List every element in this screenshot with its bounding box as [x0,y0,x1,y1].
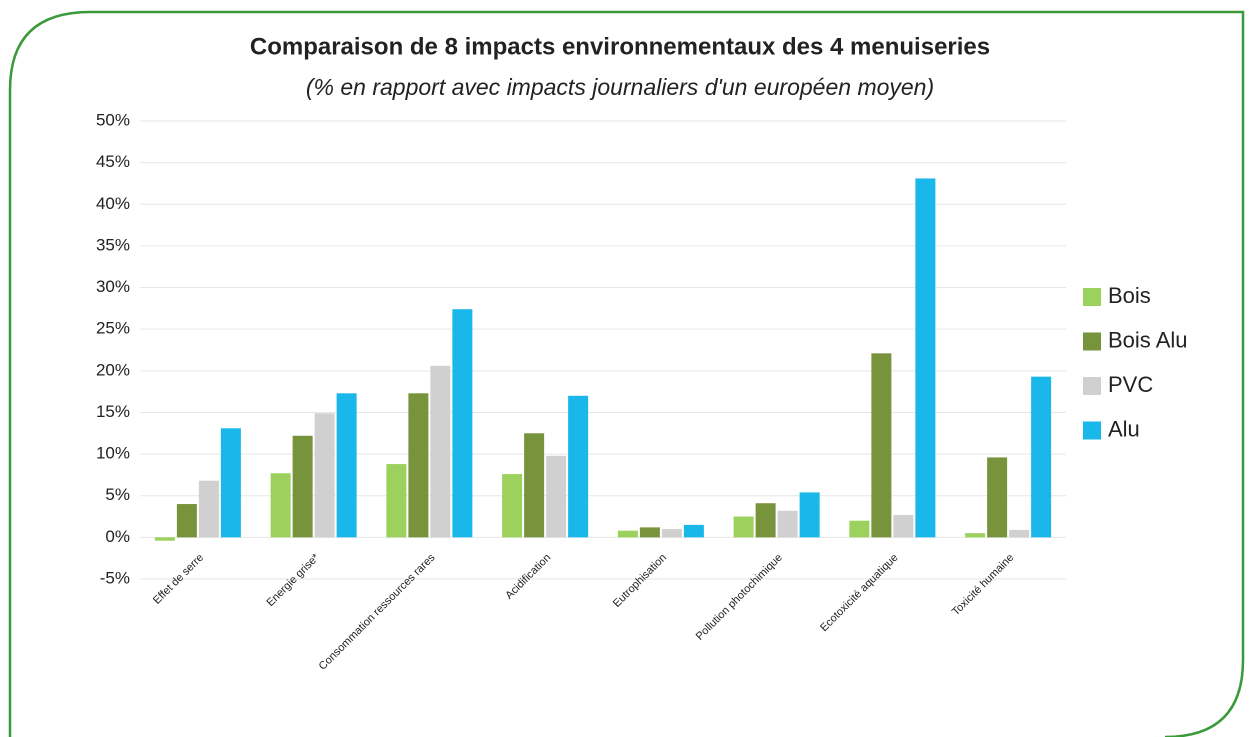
bar [524,433,545,538]
frame [8,10,1245,737]
legend-swatch [1083,332,1101,351]
bar [893,514,914,538]
y-tick-label: 20% [96,360,130,379]
bar [1009,529,1030,538]
bar [220,428,241,538]
bar [915,178,936,538]
bar [386,464,407,538]
bar [408,393,429,538]
y-tick-label: 50% [96,110,130,129]
x-tick-label: Pollution photochimique [694,552,785,643]
y-tick-label: 10% [96,444,130,463]
bar [777,510,798,538]
bar [849,520,870,538]
y-tick-label: 35% [96,235,130,254]
bar [733,516,754,538]
bar [292,435,313,538]
legend-label: Alu [1108,416,1140,441]
bar [546,455,567,538]
bar [430,365,451,538]
bar [661,529,682,538]
bar [314,413,335,538]
bar [154,537,175,541]
bar [987,457,1008,538]
legend-label: Bois Alu [1108,327,1188,352]
bar [799,492,820,538]
y-tick-label: 45% [96,152,130,171]
legend-swatch [1083,377,1101,395]
bar [502,474,523,538]
legend-label: PVC [1108,372,1153,397]
bar [270,473,291,538]
legend-swatch [1083,421,1101,440]
bar [1031,376,1052,538]
x-tick-label: Ecotoxicité aquatique [818,552,900,634]
bar [198,480,219,538]
x-tick-label: Acidification [503,552,553,602]
legend-swatch [1083,288,1101,306]
bar [336,393,357,538]
bar [683,524,704,538]
chart-subtitle: (% en rapport avec impacts journaliers d… [306,74,934,100]
bar [965,533,986,538]
bar [176,504,197,538]
y-tick-label: -5% [100,568,130,587]
x-tick-label: Toxicité humaine [950,552,1016,618]
chart-title: Comparaison de 8 impacts environnementau… [250,33,990,60]
x-tick-label: Eutrophisation [611,552,669,610]
x-tick-label: Consommation ressources rares [317,551,438,672]
bar [639,527,660,538]
bar [452,309,473,538]
y-tick-label: 40% [96,194,130,213]
y-tick-label: 15% [96,402,130,421]
bar [871,353,892,538]
y-tick-label: 0% [105,527,130,546]
y-tick-label: 5% [105,485,130,504]
y-tick-label: 30% [96,277,130,296]
legend-label: Bois [1108,283,1151,308]
bar [568,395,589,538]
bar [617,530,638,538]
y-tick-label: 25% [96,319,130,338]
bar [755,503,776,538]
x-tick-label: Energie grise* [264,551,322,609]
